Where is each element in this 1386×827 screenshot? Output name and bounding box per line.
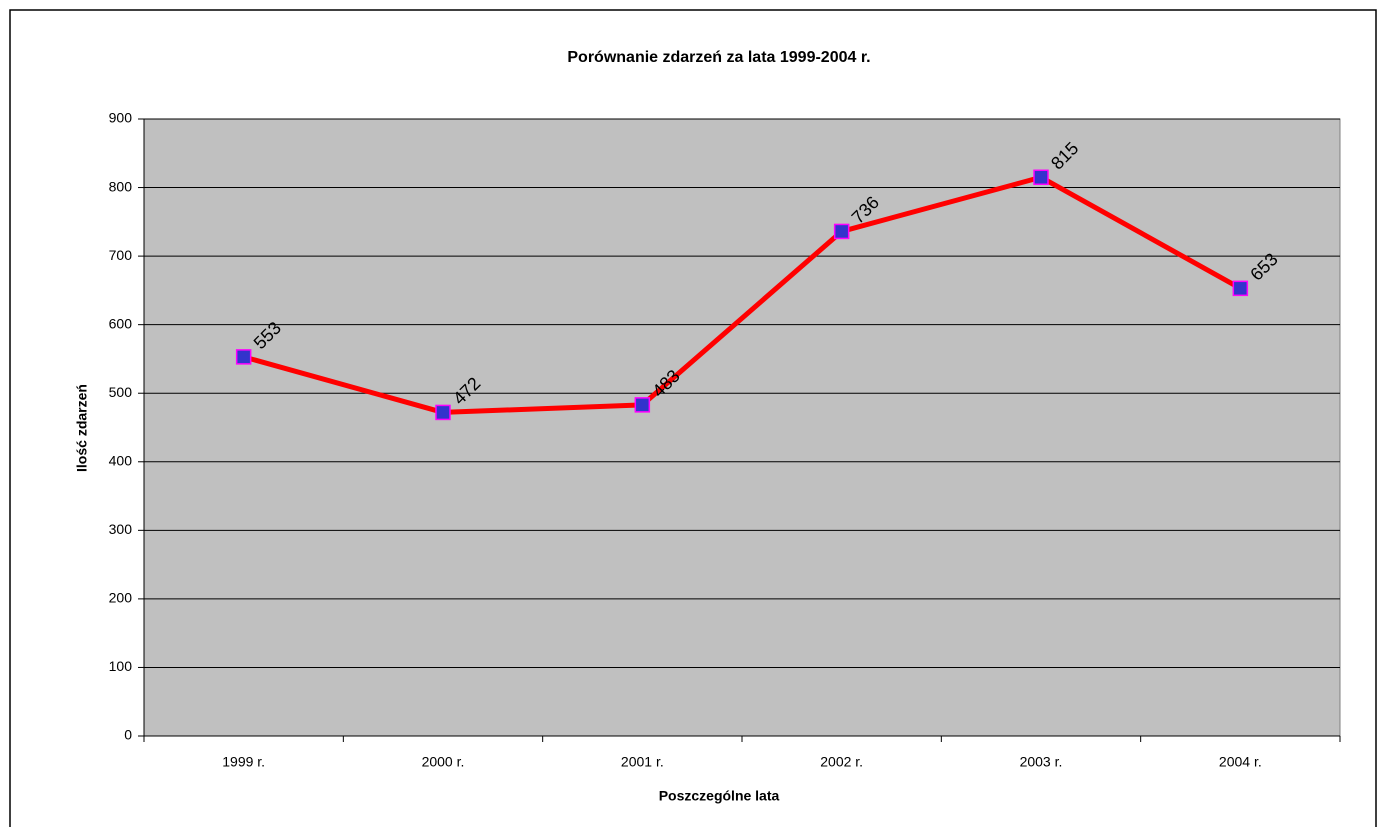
y-tick-label: 500	[109, 384, 133, 400]
y-tick-label: 800	[109, 178, 133, 194]
chart-title: Porównanie zdarzeń za lata 1999-2004 r.	[567, 49, 870, 66]
x-tick-label: 2000 r.	[422, 754, 465, 770]
x-axis-label: Poszczególne lata	[659, 788, 780, 804]
data-marker	[1232, 280, 1249, 297]
y-tick-label: 200	[109, 590, 133, 606]
x-tick-label: 2004 r.	[1219, 754, 1262, 770]
plot-area	[143, 118, 1341, 737]
y-tick-label: 600	[109, 315, 133, 331]
y-tick-label: 300	[109, 521, 133, 537]
x-tick-label: 2001 r.	[621, 754, 664, 770]
x-tick-label: 1999 r.	[222, 754, 265, 770]
data-marker	[435, 404, 451, 421]
data-marker	[833, 223, 850, 240]
x-tick-label: 2003 r.	[1020, 754, 1063, 770]
y-tick-label: 700	[109, 247, 133, 263]
data-line	[242, 174, 1242, 415]
y-tick-label: 900	[109, 110, 133, 126]
x-tick-label: 2002 r.	[820, 754, 863, 770]
data-marker	[634, 397, 651, 413]
data-marker	[1033, 169, 1049, 186]
y-tick-label: 400	[109, 452, 133, 468]
data-marker	[235, 349, 252, 365]
y-tick-label: 100	[109, 658, 133, 674]
y-tick-label: 0	[124, 727, 132, 743]
y-axis-label: Ilość zdarzeń	[74, 384, 90, 472]
